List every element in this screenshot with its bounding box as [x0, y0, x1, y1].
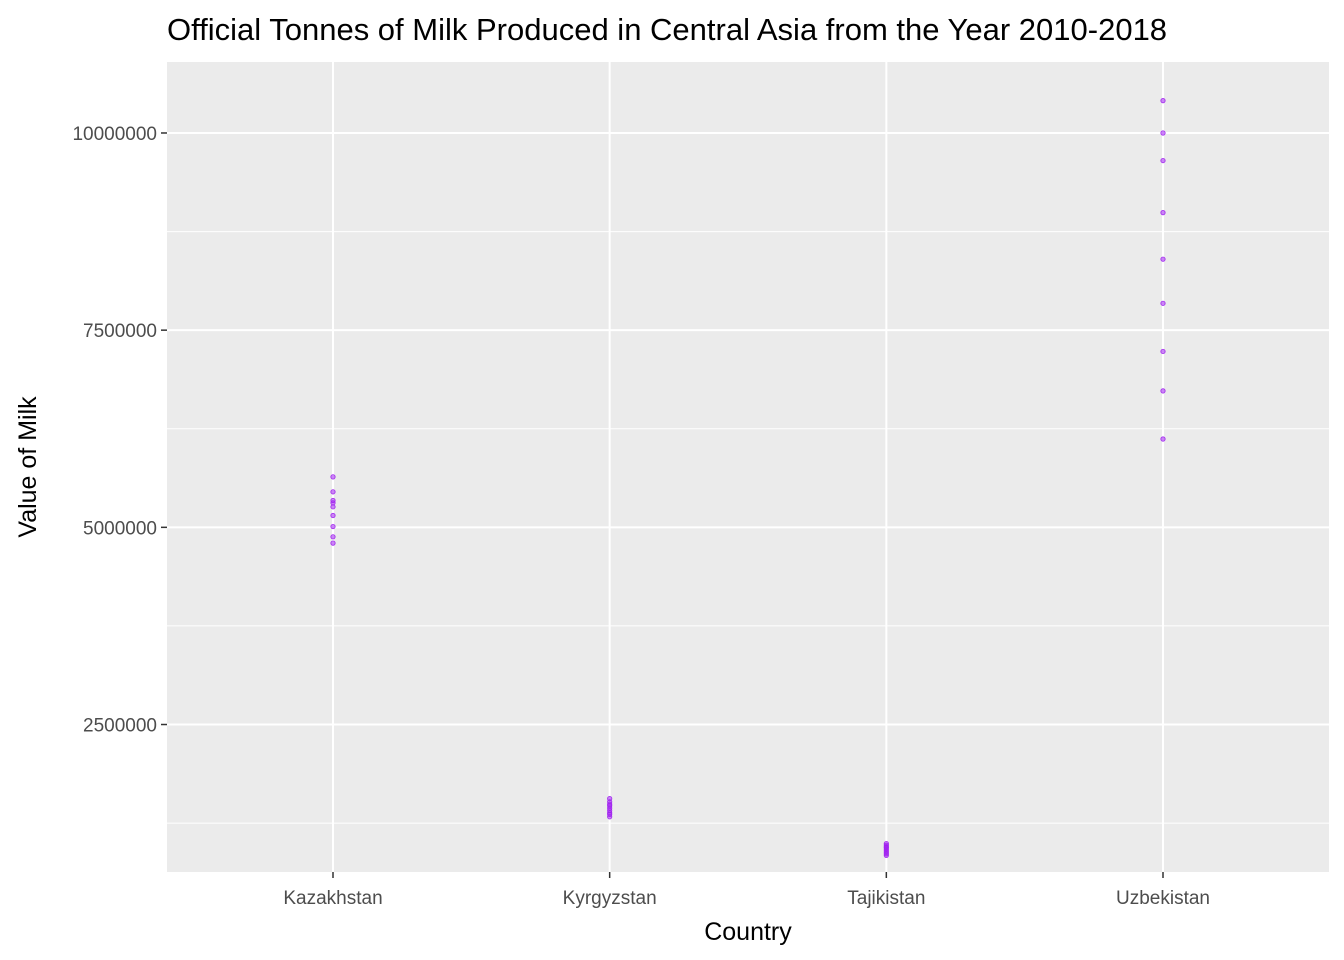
y-tick-label: 7500000	[83, 321, 157, 342]
data-point	[1160, 210, 1166, 216]
y-axis-title: Value of Milk	[14, 396, 42, 538]
y-tick-label: 10000000	[72, 124, 157, 145]
data-point	[330, 474, 336, 480]
data-point	[1160, 256, 1166, 262]
data-point	[883, 841, 889, 847]
x-axis-title: Country	[704, 918, 792, 946]
plot-panel	[167, 62, 1329, 872]
minor-gridlines	[167, 231, 1329, 824]
data-point	[1160, 98, 1166, 104]
y-axis: 2500000 5000000 7500000 10000000	[72, 124, 167, 737]
major-gridlines	[167, 62, 1329, 872]
data-point	[607, 796, 613, 802]
data-point	[1160, 436, 1166, 442]
data-point	[330, 540, 336, 546]
chart-title: Official Tonnes of Milk Produced in Cent…	[167, 12, 1167, 47]
data-point	[1160, 388, 1166, 394]
data-point	[1160, 130, 1166, 136]
data-point	[330, 497, 336, 504]
data-point	[330, 523, 336, 530]
data-point	[330, 512, 336, 519]
data-points	[330, 98, 1166, 859]
x-tick-label: Uzbekistan	[1116, 888, 1210, 909]
x-tick-label: Tajikistan	[847, 888, 925, 909]
data-point	[1160, 300, 1166, 306]
y-tick-label: 2500000	[83, 716, 157, 737]
data-point	[330, 489, 336, 495]
data-point	[1160, 157, 1166, 164]
x-tick-label: Kyrgyzstan	[563, 888, 657, 909]
data-point	[1160, 348, 1166, 355]
data-point	[330, 534, 336, 540]
x-axis: Kazakhstan Kyrgyzstan Tajikistan Uzbekistan	[283, 872, 1210, 909]
x-tick-label: Kazakhstan	[283, 888, 382, 909]
y-tick-label: 5000000	[83, 518, 157, 539]
